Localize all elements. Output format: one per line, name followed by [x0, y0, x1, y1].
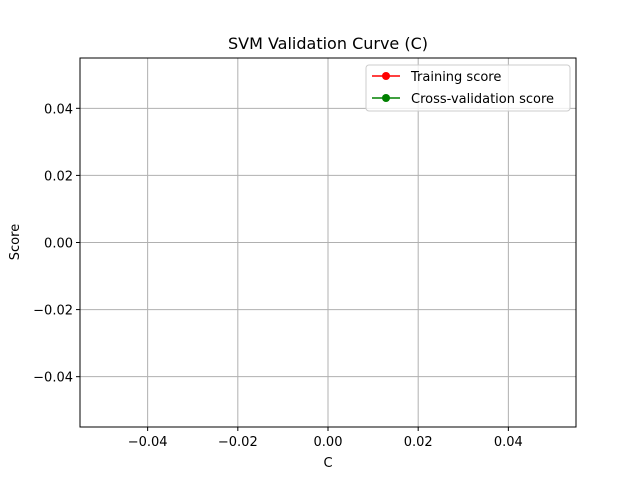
y-tick-label: −0.02	[33, 304, 73, 319]
x-tick-label: 0.04	[494, 435, 523, 450]
y-axis-label: Score	[8, 224, 23, 260]
y-tick-label: 0.00	[44, 237, 73, 252]
chart-title: SVM Validation Curve (C)	[228, 34, 428, 53]
y-tick-label: 0.02	[44, 169, 73, 184]
legend-marker-cross-validation	[382, 94, 390, 102]
legend-frame	[365, 64, 571, 112]
x-tick-label: −0.04	[128, 435, 168, 450]
x-axis-label: C	[323, 456, 332, 471]
y-tick-label: −0.04	[33, 371, 73, 386]
legend-label-training: Training score	[410, 70, 501, 85]
x-tick-label: 0.02	[404, 435, 433, 450]
legend-label-cross-validation: Cross-validation score	[411, 92, 554, 107]
x-tick-label: −0.02	[218, 435, 258, 450]
legend: Training score Cross-validation score	[365, 64, 571, 112]
y-axis-ticks: −0.04 −0.02 0.00 0.02 0.04	[33, 102, 80, 386]
x-tick-label: 0.00	[314, 435, 343, 450]
y-tick-label: 0.04	[44, 102, 73, 117]
x-axis-ticks: −0.04 −0.02 0.00 0.02 0.04	[128, 427, 523, 450]
legend-marker-training	[382, 72, 390, 80]
